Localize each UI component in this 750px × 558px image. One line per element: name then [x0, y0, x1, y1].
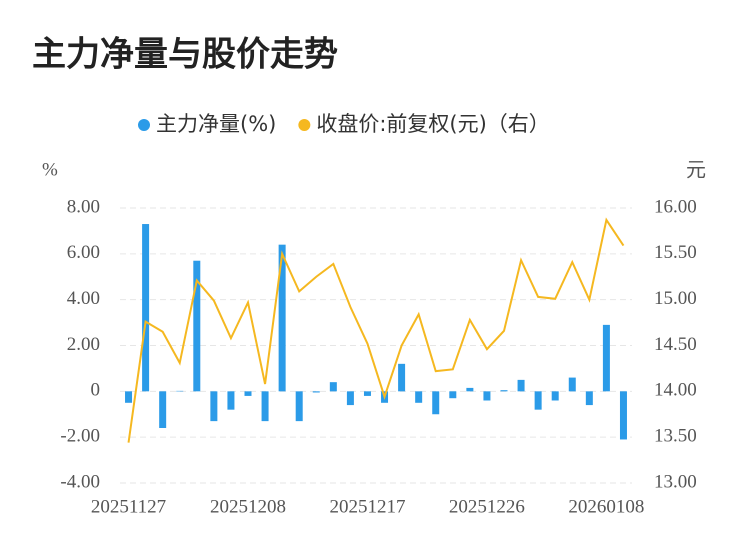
legend-marker [298, 119, 311, 131]
bar [346, 391, 354, 406]
price-line [127, 217, 625, 443]
y-tick-label: 6.00 [67, 242, 100, 263]
bar [398, 363, 406, 392]
bar [551, 391, 559, 401]
legend-label: 收盘价:前复权(元)（右） [316, 112, 549, 136]
bar [261, 391, 269, 422]
y2-tick-label: 15.00 [654, 288, 697, 309]
y-tick-label: 4.00 [67, 288, 100, 309]
y-tick-label: 0 [91, 380, 101, 401]
bar [329, 382, 337, 392]
legend-label: 主力净量(%) [156, 112, 276, 136]
y2-tick-label: 14.50 [654, 334, 697, 355]
bar [619, 391, 627, 440]
bar [176, 390, 184, 392]
y-tick-label: -2.00 [60, 426, 100, 447]
y-tick-label: 8.00 [67, 196, 100, 217]
bar [227, 391, 235, 410]
y-tick-label: -4.00 [60, 471, 100, 492]
y2-tick-label: 14.00 [654, 380, 697, 401]
bar [244, 391, 252, 396]
bar [602, 324, 610, 392]
bar [585, 391, 593, 406]
y2-tick-label: 13.00 [654, 471, 697, 492]
bar [312, 391, 320, 393]
bar [142, 224, 150, 392]
bar [278, 244, 286, 392]
y2-tick-label: 16.00 [654, 196, 697, 217]
bar [295, 391, 303, 422]
bar [415, 391, 423, 403]
bar [432, 391, 440, 415]
bar [363, 391, 371, 396]
x-tick-label: 20251217 [329, 496, 405, 517]
bar [534, 391, 542, 410]
x-tick-label: 20251127 [91, 496, 166, 517]
bar [466, 387, 474, 392]
x-tick-label: 20260108 [568, 496, 644, 517]
y2-axis-label: 元 [686, 158, 706, 182]
y-tick-label: 2.00 [67, 334, 100, 355]
bar [159, 391, 167, 428]
x-tick-label: 20251208 [210, 496, 286, 517]
y-axis-label: % [42, 159, 58, 180]
bar [210, 391, 218, 422]
bar [125, 391, 133, 403]
x-tick-label: 20251226 [449, 496, 525, 517]
bar [500, 390, 508, 392]
bar [517, 379, 525, 392]
bar [193, 260, 201, 392]
y2-tick-label: 15.50 [654, 242, 697, 263]
bar [483, 391, 491, 401]
legend-marker [138, 119, 150, 131]
y2-tick-label: 13.50 [654, 426, 697, 447]
bar [568, 377, 576, 392]
bar [449, 391, 457, 399]
chart-title: 主力净量与股价走势 [32, 35, 338, 75]
